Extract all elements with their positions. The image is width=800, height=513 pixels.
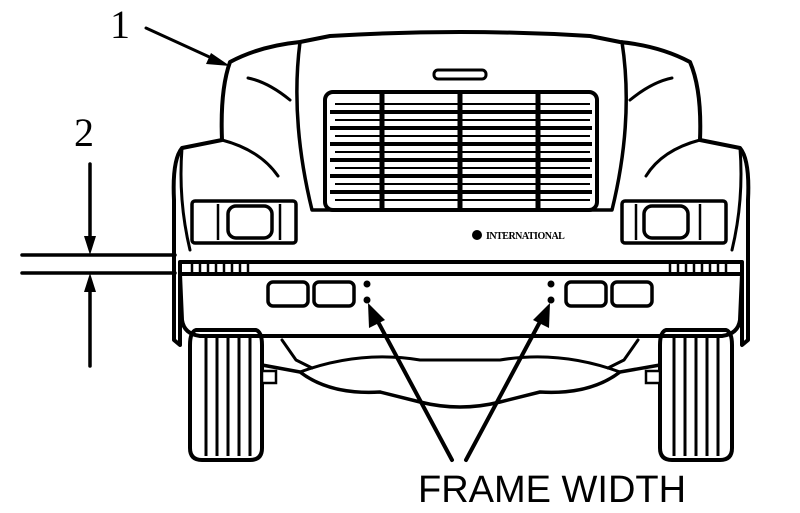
frame-width-leaders — [368, 303, 550, 462]
fog-lamp — [564, 280, 608, 308]
dimension-arrow-down — [84, 236, 96, 255]
callout-2-label: 2 — [74, 110, 94, 155]
front-bumper — [178, 260, 744, 338]
frame-point-left-lower — [363, 296, 371, 304]
brand-badge-text: INTERNATIONAL — [486, 231, 565, 242]
callout-1-leader — [144, 26, 230, 66]
left-headlamp — [190, 199, 298, 245]
height-dimension — [20, 162, 177, 368]
callout-1-label: 1 — [110, 2, 130, 47]
fog-lamp — [266, 280, 310, 308]
brand-badge: INTERNATIONAL — [472, 230, 566, 242]
grille — [323, 90, 599, 212]
frame-width-label: FRAME WIDTH — [418, 469, 686, 508]
fog-lamp — [610, 280, 654, 308]
dimension-arrow-up — [84, 273, 96, 292]
front-axle — [260, 338, 662, 409]
frame-point-left-upper — [363, 280, 371, 288]
left-front-tire — [188, 328, 264, 462]
right-front-tire — [658, 328, 734, 462]
frame-point-right-upper — [547, 280, 555, 288]
right-headlamp — [620, 199, 728, 245]
frame-point-right-lower — [547, 296, 555, 304]
fog-lamp — [312, 280, 356, 308]
